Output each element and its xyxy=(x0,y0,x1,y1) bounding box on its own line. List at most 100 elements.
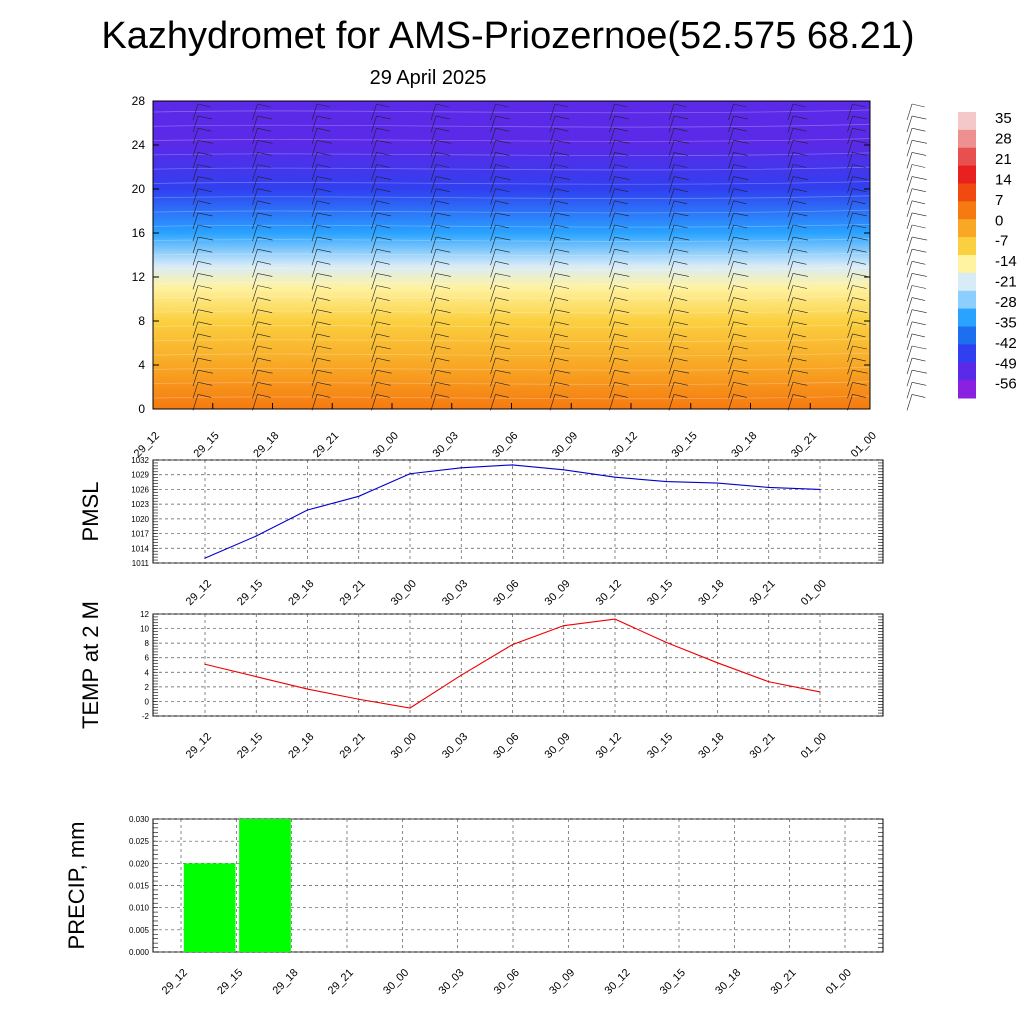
wind-barb-staff xyxy=(311,164,318,181)
wind-barb-flag xyxy=(614,164,628,168)
wind-barb-staff xyxy=(549,176,556,193)
wind-barb-flag xyxy=(733,152,748,156)
wind-barb-flag xyxy=(316,164,331,168)
wind-barb-staff xyxy=(311,224,318,242)
wind-barb-staff xyxy=(490,224,496,242)
temperature-point xyxy=(255,676,257,678)
x-tick-label: 30_18 xyxy=(729,430,759,460)
contour-line xyxy=(152,381,871,385)
colorbar-segment xyxy=(958,272,976,292)
wind-barb-flag xyxy=(733,285,748,289)
wind-barb-flag xyxy=(614,236,630,241)
pmsl-point xyxy=(358,495,360,497)
wind-barb-flag xyxy=(733,188,748,192)
wind-barb-flag xyxy=(376,224,391,229)
wind-barb-flag xyxy=(673,394,688,398)
wind-barb-staff xyxy=(490,345,496,363)
wind-barb-staff xyxy=(787,261,794,278)
colorbar-segment xyxy=(958,308,976,327)
wind-barb-flag xyxy=(733,140,749,144)
wind-barb-flag xyxy=(197,248,213,253)
wind-barb-staff xyxy=(311,285,318,302)
wind-barb-flag xyxy=(852,176,868,180)
chart-subtitle: 29 April 2025 xyxy=(370,67,487,89)
pmsl-panel: 1011 1014 1017 1020 1023 1026 1029 1032 29_12 29_… xyxy=(78,456,884,608)
colorbar-label: 0 xyxy=(995,212,1003,229)
wind-barb-staff xyxy=(490,200,496,217)
wind-barb-flag xyxy=(792,321,807,326)
wind-barb-staff xyxy=(847,394,853,411)
wind-barb-staff xyxy=(192,261,199,278)
wind-barb-flag xyxy=(852,236,868,241)
wind-barb-flag xyxy=(673,103,687,108)
wind-barb-staff xyxy=(430,140,437,157)
wind-barb-flag xyxy=(435,309,451,313)
wind-barb-flag xyxy=(554,236,571,241)
wind-barb-staff xyxy=(490,103,496,121)
colorbar-segment xyxy=(958,362,976,381)
wind-barb-flag xyxy=(792,261,807,265)
wind-barb-staff xyxy=(252,103,258,121)
wind-barb-staff xyxy=(549,321,556,338)
x-tick-label: 30_00 xyxy=(389,578,419,608)
wind-barb-staff xyxy=(906,176,913,193)
x-tick-label: 01_00 xyxy=(799,578,829,608)
wind-barb-flag xyxy=(614,140,630,144)
x-tick-label: 29_21 xyxy=(338,578,368,608)
wind-barb-flag xyxy=(554,127,569,132)
wind-barb-flag xyxy=(733,261,747,265)
wind-barb-flag xyxy=(316,236,333,241)
temperature-point xyxy=(665,641,667,644)
wind-barb-flag xyxy=(376,394,390,398)
wind-barb-staff xyxy=(192,116,199,133)
wind-barb-staff xyxy=(847,297,853,314)
x-tick-label: 30_03 xyxy=(440,578,470,608)
wind-barb-staff xyxy=(847,333,853,350)
wind-barb-flag xyxy=(614,369,630,374)
wind-barb-flag xyxy=(197,297,212,301)
x-tick-label: 30_00 xyxy=(389,731,419,761)
wind-barb-flag xyxy=(673,321,688,326)
wind-barb-staff xyxy=(311,212,318,229)
y-axis-title: PMSL xyxy=(78,482,103,542)
wind-barb-flag xyxy=(197,273,213,277)
wind-barb-flag xyxy=(673,369,690,374)
wind-barb-staff xyxy=(192,152,199,169)
y-tick-label: 28 xyxy=(132,94,146,108)
wind-barb-flag xyxy=(852,345,867,350)
wind-barb-staff xyxy=(549,152,556,169)
wind-barb-staff xyxy=(668,285,675,302)
wind-barb-flag xyxy=(911,236,928,241)
wind-barb-flag xyxy=(911,261,926,265)
wind-barb-staff xyxy=(371,200,377,217)
wind-barb-staff xyxy=(371,152,377,169)
wind-barb-flag xyxy=(376,115,391,120)
wind-barb-flag xyxy=(792,115,808,120)
x-tick-label: 30_06 xyxy=(491,731,521,761)
wind-barb-staff xyxy=(192,140,199,157)
contour-line xyxy=(152,181,871,185)
wind-barb-staff xyxy=(668,358,675,375)
wind-barb-staff xyxy=(549,116,556,133)
y-tick-label: 0.020 xyxy=(129,859,150,868)
wind-barb-flag xyxy=(792,345,808,350)
wind-barb-staff xyxy=(371,103,377,121)
x-tick-label: 30_03 xyxy=(440,731,470,761)
wind-barb-flag xyxy=(852,248,867,253)
wind-barb-staff xyxy=(490,285,496,302)
wind-barb-staff xyxy=(490,394,496,411)
wind-barb-flag xyxy=(673,152,689,156)
wind-barb-staff xyxy=(192,273,199,290)
wind-barb-flag xyxy=(911,248,927,253)
wind-barb-flag xyxy=(197,333,211,338)
wind-barb-flag xyxy=(554,248,570,253)
wind-barb-staff xyxy=(787,140,794,157)
wind-barb-staff xyxy=(668,176,675,193)
wind-barb-staff xyxy=(549,128,556,145)
wind-barb-staff xyxy=(847,200,853,217)
wind-barb-staff xyxy=(847,128,853,145)
temperature-2m-panel: -2 0 2 4 6 8 10 12 29_12 29_15 29_18 29_21 30_00 30_0… xyxy=(78,601,884,761)
wind-barb-flag xyxy=(792,382,808,386)
wind-barb-flag xyxy=(554,103,568,108)
wind-barb-staff xyxy=(192,382,199,399)
